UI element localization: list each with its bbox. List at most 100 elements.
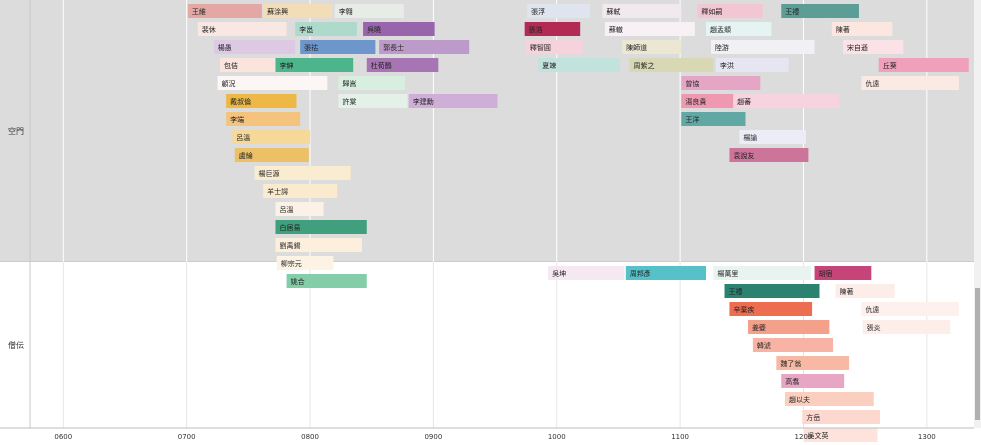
bar[interactable]: 宋自遜 (842, 40, 904, 54)
bar-rect[interactable] (527, 4, 591, 18)
bar-rect[interactable] (187, 4, 262, 18)
bar[interactable]: 李建勳 (408, 94, 498, 108)
bar-rect[interactable] (300, 40, 376, 54)
bar-rect[interactable] (625, 266, 707, 280)
bar[interactable]: 趙蕃 (733, 94, 840, 108)
bar[interactable]: 郭長士 (379, 40, 470, 54)
bar[interactable]: 楊巨源 (254, 166, 351, 180)
bar[interactable]: 魏了翁 (776, 356, 850, 370)
bar-rect[interactable] (835, 284, 895, 298)
bar-rect[interactable] (729, 148, 809, 162)
bar-rect[interactable] (803, 428, 878, 442)
bar-rect[interactable] (710, 40, 815, 54)
bar-rect[interactable] (525, 40, 583, 54)
bar[interactable]: 韓淲 (752, 338, 834, 352)
bar[interactable]: 李紳 (275, 58, 354, 72)
bar[interactable]: 夏竦 (538, 58, 620, 72)
bar-rect[interactable] (739, 130, 806, 144)
bar-rect[interactable] (548, 266, 625, 280)
bar[interactable]: 羊士諤 (263, 184, 338, 198)
bar-rect[interactable] (275, 202, 324, 216)
bar-rect[interactable] (622, 40, 682, 54)
bar-rect[interactable] (338, 94, 408, 108)
bar-rect[interactable] (254, 166, 351, 180)
bar-rect[interactable] (861, 302, 959, 316)
bar-rect[interactable] (275, 220, 367, 234)
bar-rect[interactable] (226, 112, 301, 126)
bar[interactable]: 陳著 (831, 22, 893, 36)
bar-rect[interactable] (861, 76, 959, 90)
bar-rect[interactable] (842, 40, 904, 54)
bar-rect[interactable] (217, 76, 328, 90)
bar-rect[interactable] (784, 392, 874, 406)
bar-rect[interactable] (697, 4, 763, 18)
bar[interactable]: 周紫之 (629, 58, 714, 72)
bar-rect[interactable] (234, 148, 309, 162)
bar[interactable]: 李洪 (715, 58, 789, 72)
scrollbar-track[interactable] (974, 0, 981, 428)
bar[interactable]: 周邦彥 (625, 266, 707, 280)
bar[interactable]: 楊愚 (213, 40, 296, 54)
bar-rect[interactable] (538, 58, 620, 72)
bar-rect[interactable] (366, 58, 439, 72)
bar[interactable]: 蘇軾 (602, 4, 682, 18)
bar-rect[interactable] (681, 76, 761, 90)
bar[interactable]: 蘇涂興 (263, 4, 333, 18)
bar-rect[interactable] (802, 410, 880, 424)
bar-rect[interactable] (334, 4, 404, 18)
bar[interactable]: 仇遠 (861, 76, 959, 90)
bar-rect[interactable] (713, 266, 811, 280)
bar[interactable]: 陳師道 (622, 40, 682, 54)
bar[interactable]: 姜夔 (747, 320, 830, 334)
bar[interactable]: 曾協 (681, 76, 761, 90)
bar[interactable]: 袁說友 (729, 148, 809, 162)
bar-rect[interactable] (747, 320, 830, 334)
bar[interactable]: 辛棄疾 (729, 302, 813, 316)
bar-rect[interactable] (286, 274, 367, 288)
bar-rect[interactable] (629, 58, 714, 72)
bar-rect[interactable] (831, 22, 893, 36)
bar-rect[interactable] (263, 4, 333, 18)
bar[interactable]: 張祜 (300, 40, 376, 54)
bar[interactable]: 陸游 (710, 40, 815, 54)
bar-rect[interactable] (226, 94, 297, 108)
bar[interactable]: 呂溫 (275, 202, 324, 216)
bar-rect[interactable] (232, 130, 311, 144)
bar[interactable]: 杜荀鶴 (366, 58, 439, 72)
bar-rect[interactable] (275, 238, 362, 252)
bar[interactable]: 趙以夫 (784, 392, 874, 406)
bar[interactable]: 張浩 (524, 22, 581, 36)
bar-rect[interactable] (295, 22, 357, 36)
bar[interactable]: 姚合 (286, 274, 367, 288)
bar-rect[interactable] (275, 58, 354, 72)
bar-rect[interactable] (776, 356, 850, 370)
bar[interactable]: 盧綸 (234, 148, 309, 162)
bar[interactable]: 王洋 (681, 112, 746, 126)
bar-rect[interactable] (602, 4, 682, 18)
bar[interactable]: 歸嵩 (338, 76, 406, 90)
bar-rect[interactable] (781, 374, 845, 388)
bar[interactable]: 胡宿 (814, 266, 872, 280)
bar[interactable]: 王維 (187, 4, 262, 18)
bar-rect[interactable] (524, 22, 581, 36)
bar-rect[interactable] (706, 22, 772, 36)
bar-rect[interactable] (197, 22, 287, 36)
bar-rect[interactable] (715, 58, 789, 72)
bar[interactable]: 陳著 (835, 284, 895, 298)
bar[interactable]: 顧況 (217, 76, 328, 90)
bar[interactable]: 方岳 (802, 410, 880, 424)
bar[interactable]: 蘇轍 (604, 22, 695, 36)
bar[interactable]: 劉禹錫 (275, 238, 362, 252)
scrollbar-thumb[interactable] (975, 288, 980, 420)
bar[interactable]: 趙孟頫 (706, 22, 772, 36)
bar-rect[interactable] (408, 94, 498, 108)
bar[interactable]: 白居易 (275, 220, 367, 234)
bar-rect[interactable] (733, 94, 840, 108)
bar[interactable]: 楊諭 (739, 130, 806, 144)
bar[interactable]: 李邕 (295, 22, 357, 36)
bar-rect[interactable] (729, 302, 813, 316)
bar-rect[interactable] (681, 112, 746, 126)
bar[interactable]: 王禮 (781, 4, 859, 18)
bar[interactable]: 柳宗元 (276, 256, 334, 270)
bar[interactable]: 呉曉 (363, 22, 435, 36)
